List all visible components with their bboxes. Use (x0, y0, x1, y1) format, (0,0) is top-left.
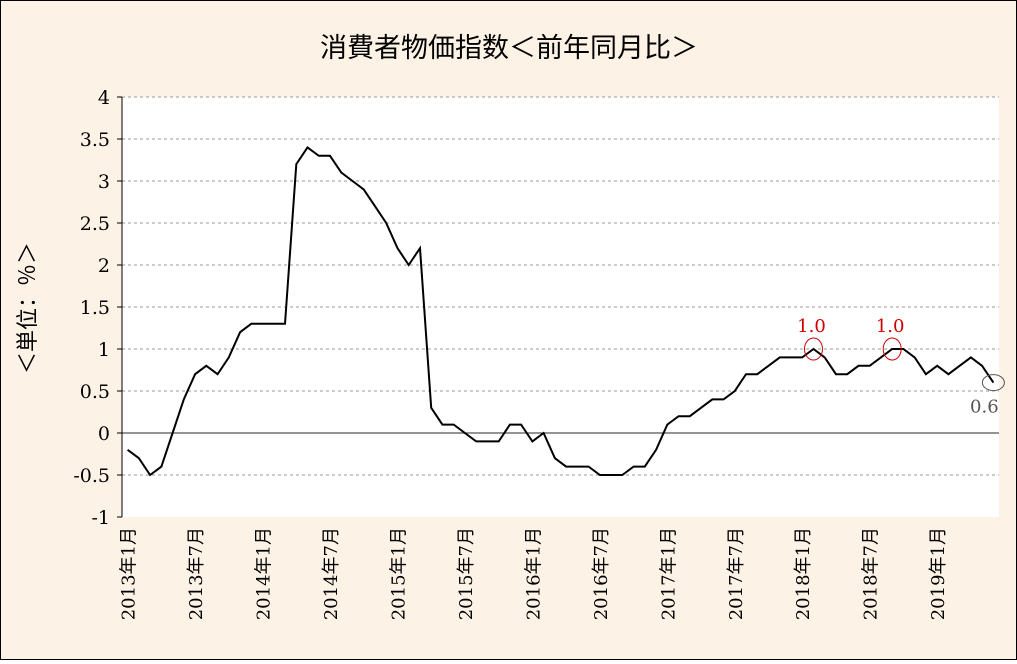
x-tick-label: 2018年1月 (793, 527, 814, 620)
x-axis: 2013年1月 2013年7月 2014年1月 2014年7月 2015年1月 2015年… (119, 527, 950, 620)
x-tick-label: 2015年1月 (388, 527, 409, 620)
y-tick-label: -0.5 (73, 465, 110, 487)
cpi-series-line (127, 145, 995, 477)
y-tick-label: 0.5 (80, 381, 110, 403)
annotation-label: 1.0 (797, 316, 826, 337)
x-tick-label: 2016年7月 (591, 527, 612, 620)
gridlines (122, 96, 999, 476)
y-tick-label: 3.5 (80, 129, 110, 151)
y-tick-label: 1.5 (80, 297, 110, 319)
series-group (127, 145, 995, 477)
x-tick-label: 2013年7月 (186, 527, 207, 620)
chart-title: 消費者物価指数＜前年同月比＞ (320, 33, 698, 64)
x-tick-label: 2015年7月 (456, 527, 477, 620)
x-tick-label: 2017年1月 (658, 527, 679, 620)
annotation-label: 1.0 (876, 316, 905, 337)
y-tick-label: 3 (98, 171, 110, 193)
x-tick-label: 2014年7月 (321, 527, 342, 620)
annotations: 1.0 1.0 0.6 (797, 316, 1005, 418)
y-tick-label: -1 (91, 507, 110, 529)
annotation-circle (981, 374, 1005, 392)
x-tick-label: 2017年7月 (726, 527, 747, 620)
y-tick-label: 2.5 (80, 213, 110, 235)
annotation-circle (882, 337, 902, 361)
x-tick-label: 2018年7月 (861, 527, 882, 620)
x-tick-label: 2019年1月 (928, 527, 949, 620)
y-axis: 4 3.5 3 2.5 2 1.5 1 0.5 0 -0.5 -1 (73, 87, 123, 529)
y-tick-label: 4 (98, 87, 110, 109)
y-tick-label: 2 (98, 255, 110, 277)
annotation-label: 0.6 (970, 397, 999, 418)
y-tick-label: 0 (98, 423, 110, 445)
y-axis-label: ＜単位：％＞ (16, 242, 41, 374)
x-tick-label: 2013年1月 (119, 527, 140, 620)
annotation-circle (803, 337, 823, 361)
x-tick-label: 2016年1月 (523, 527, 544, 620)
x-tick-label: 2014年1月 (254, 527, 275, 620)
y-tick-label: 1 (98, 339, 110, 361)
